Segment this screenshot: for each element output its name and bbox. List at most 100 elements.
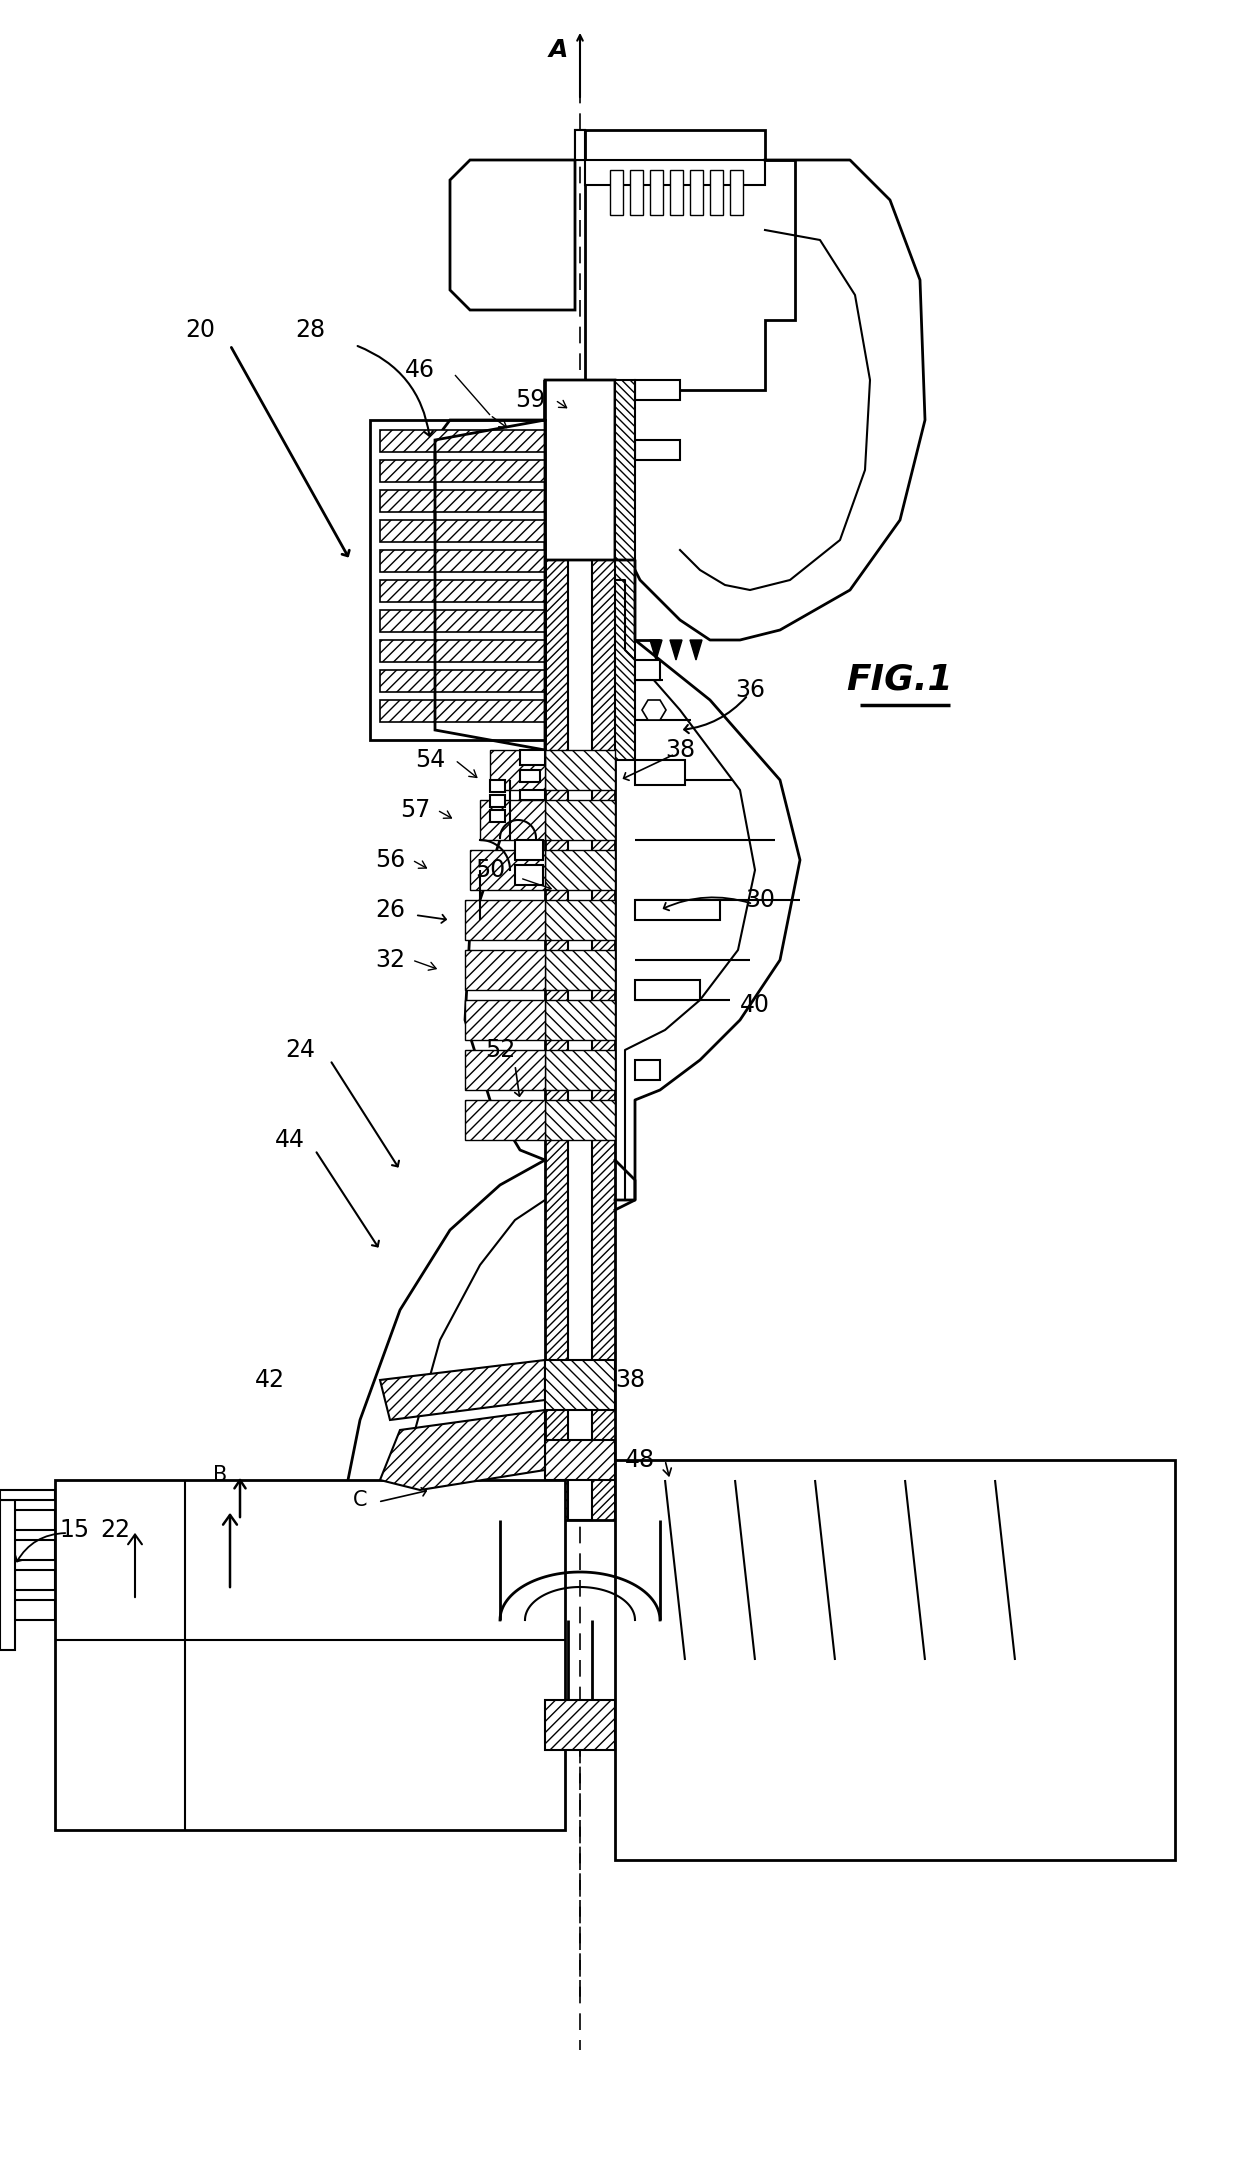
Text: 44: 44 xyxy=(275,1129,305,1153)
Polygon shape xyxy=(379,641,546,662)
Text: FIG.1: FIG.1 xyxy=(847,662,954,697)
Bar xyxy=(575,131,585,159)
Polygon shape xyxy=(450,159,575,309)
Text: 50: 50 xyxy=(475,859,505,882)
Polygon shape xyxy=(635,981,701,1000)
Polygon shape xyxy=(15,1571,55,1591)
Polygon shape xyxy=(465,1000,546,1039)
Polygon shape xyxy=(670,641,682,660)
Polygon shape xyxy=(465,1100,546,1140)
Polygon shape xyxy=(379,490,546,512)
Text: A: A xyxy=(548,37,568,61)
Polygon shape xyxy=(490,750,546,791)
Bar xyxy=(650,170,663,216)
Text: 38: 38 xyxy=(665,739,696,763)
Polygon shape xyxy=(635,900,720,920)
Polygon shape xyxy=(689,641,702,660)
Polygon shape xyxy=(635,379,680,401)
Polygon shape xyxy=(546,900,615,939)
Polygon shape xyxy=(0,1490,55,1499)
Bar xyxy=(515,865,543,885)
Text: 46: 46 xyxy=(405,357,435,381)
Text: 38: 38 xyxy=(615,1368,645,1392)
Polygon shape xyxy=(379,610,546,632)
Bar xyxy=(730,170,743,216)
Polygon shape xyxy=(546,950,615,989)
Bar xyxy=(630,170,644,216)
Bar xyxy=(610,170,622,216)
Polygon shape xyxy=(15,1541,55,1560)
Text: 26: 26 xyxy=(374,898,405,922)
Polygon shape xyxy=(546,1360,615,1410)
Polygon shape xyxy=(575,131,585,159)
Polygon shape xyxy=(379,521,546,543)
Text: 52: 52 xyxy=(485,1037,515,1061)
Text: 56: 56 xyxy=(374,848,405,872)
Polygon shape xyxy=(379,669,546,693)
Polygon shape xyxy=(546,850,615,889)
Text: 40: 40 xyxy=(740,994,770,1018)
Text: 15: 15 xyxy=(60,1519,91,1543)
Bar xyxy=(490,795,505,806)
Polygon shape xyxy=(635,760,684,784)
Polygon shape xyxy=(546,800,615,839)
Text: 57: 57 xyxy=(399,798,430,821)
Polygon shape xyxy=(435,379,615,560)
Polygon shape xyxy=(568,390,591,1521)
Polygon shape xyxy=(546,1000,615,1039)
Text: B: B xyxy=(213,1464,227,1486)
Text: 48: 48 xyxy=(625,1449,655,1473)
Bar xyxy=(546,1700,615,1750)
Polygon shape xyxy=(379,460,546,482)
Bar xyxy=(490,811,505,821)
Polygon shape xyxy=(585,159,765,185)
Polygon shape xyxy=(642,699,666,719)
Polygon shape xyxy=(465,1050,546,1090)
Circle shape xyxy=(670,1466,675,1471)
Bar xyxy=(55,1480,565,1830)
Polygon shape xyxy=(585,131,795,390)
Text: 22: 22 xyxy=(100,1519,130,1543)
Polygon shape xyxy=(546,1440,615,1480)
Polygon shape xyxy=(546,1050,615,1090)
Bar xyxy=(515,839,543,861)
Polygon shape xyxy=(379,1410,546,1490)
Polygon shape xyxy=(0,1499,15,1650)
Polygon shape xyxy=(635,1059,660,1081)
Bar xyxy=(520,750,546,765)
Text: 24: 24 xyxy=(285,1037,315,1061)
Bar xyxy=(520,769,539,782)
Polygon shape xyxy=(379,1360,546,1421)
Polygon shape xyxy=(470,850,546,889)
Bar xyxy=(520,791,546,800)
Polygon shape xyxy=(379,580,546,601)
Polygon shape xyxy=(465,950,546,989)
Polygon shape xyxy=(635,660,660,680)
Text: C: C xyxy=(352,1490,367,1510)
Text: 32: 32 xyxy=(374,948,405,972)
Polygon shape xyxy=(615,379,635,760)
Text: 59: 59 xyxy=(515,388,546,412)
Text: 36: 36 xyxy=(735,678,765,702)
Polygon shape xyxy=(465,900,546,939)
Polygon shape xyxy=(379,699,546,721)
Polygon shape xyxy=(480,800,546,839)
Polygon shape xyxy=(546,390,615,1521)
Bar xyxy=(670,170,683,216)
Bar xyxy=(711,170,723,216)
Polygon shape xyxy=(15,1599,55,1619)
Text: 42: 42 xyxy=(255,1368,285,1392)
Text: 28: 28 xyxy=(295,318,325,342)
Polygon shape xyxy=(546,750,615,791)
Polygon shape xyxy=(546,1100,615,1140)
Text: 20: 20 xyxy=(185,318,215,342)
Polygon shape xyxy=(379,429,546,451)
Bar xyxy=(615,1460,1176,1861)
Text: 30: 30 xyxy=(745,889,775,913)
Polygon shape xyxy=(650,641,662,660)
Polygon shape xyxy=(379,549,546,573)
Bar xyxy=(490,780,505,791)
Text: 54: 54 xyxy=(415,747,445,771)
Bar xyxy=(689,170,703,216)
Circle shape xyxy=(667,1464,677,1473)
